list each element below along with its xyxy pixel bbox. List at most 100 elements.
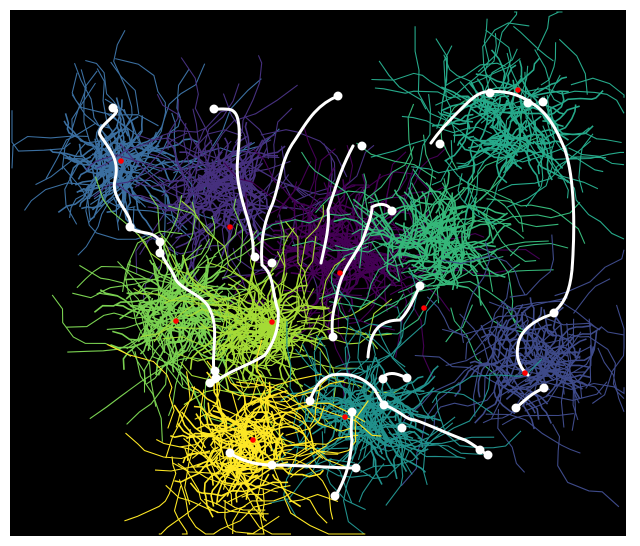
road-segment	[585, 318, 592, 389]
road-segment	[253, 476, 328, 524]
road-segment	[520, 333, 534, 353]
road-segment	[112, 326, 164, 341]
road-segment	[192, 129, 243, 150]
road-segment	[235, 314, 247, 391]
road-segment	[223, 162, 295, 212]
road-segment	[153, 326, 214, 343]
road-segment	[380, 147, 447, 224]
road-segment	[396, 411, 436, 420]
road-segment	[532, 140, 564, 169]
road-segment	[97, 179, 180, 230]
road-segment	[443, 54, 472, 82]
route-path	[98, 105, 217, 380]
road-segment	[551, 338, 587, 376]
road-segment	[474, 380, 501, 424]
road-segment	[207, 306, 261, 312]
road-segment	[304, 144, 354, 234]
road-segment	[498, 134, 532, 178]
road-segment	[171, 183, 189, 189]
road-segment	[124, 456, 177, 522]
road-segment	[189, 163, 245, 191]
road-segment	[279, 393, 324, 460]
waypoint-node	[402, 373, 412, 383]
road-segment	[568, 147, 625, 166]
road-segment	[219, 296, 269, 326]
road-segment	[300, 230, 326, 237]
road-segment	[212, 404, 295, 444]
road-segment	[234, 316, 274, 322]
road-segment	[484, 300, 597, 342]
waypoint-node	[155, 237, 165, 247]
road-segment	[107, 344, 175, 429]
road-segment	[198, 151, 280, 166]
waypoint-node	[351, 463, 361, 473]
road-segment	[213, 502, 272, 535]
road-segment	[255, 337, 290, 348]
road-segment	[204, 83, 240, 183]
road-segment	[363, 189, 401, 280]
road-segment	[178, 286, 200, 351]
road-segment	[245, 191, 311, 274]
road-segment	[283, 400, 369, 457]
waypoint-node	[250, 252, 260, 262]
road-segment	[493, 225, 537, 262]
road-segment	[246, 467, 273, 488]
road-segment	[197, 350, 265, 382]
region-northeast-roads	[370, 11, 625, 240]
road-segment	[472, 358, 481, 417]
road-segment	[140, 305, 177, 362]
road-segment	[382, 229, 394, 253]
road-segment	[488, 297, 568, 311]
road-segment	[429, 218, 506, 251]
center-marker-west-central	[269, 319, 275, 325]
road-segment	[125, 260, 152, 351]
road-segment	[412, 168, 452, 246]
road-segment	[536, 333, 584, 353]
road-segment	[199, 235, 288, 287]
waypoint-node	[209, 104, 219, 114]
road-segment	[273, 233, 326, 243]
road-segment	[206, 446, 219, 486]
road-segment	[506, 52, 536, 137]
road-segment	[197, 186, 237, 205]
waypoint-node	[305, 396, 315, 406]
road-segment	[501, 413, 574, 426]
center-marker-south	[250, 437, 256, 443]
road-segment	[238, 477, 265, 535]
road-segment	[364, 430, 416, 459]
road-segment	[394, 429, 408, 472]
road-segment	[237, 340, 255, 401]
road-segment	[444, 159, 480, 216]
road-segment	[87, 122, 117, 224]
road-segment	[78, 171, 133, 192]
road-segment	[232, 261, 277, 366]
road-segment	[193, 284, 233, 342]
road-segment	[99, 289, 150, 316]
road-segment	[479, 127, 590, 163]
road-segment	[167, 112, 179, 187]
route-path	[429, 90, 576, 377]
road-segment	[360, 422, 454, 473]
road-segment	[370, 138, 426, 158]
road-segment	[330, 245, 369, 321]
road-segment	[200, 434, 225, 460]
road-segment	[356, 410, 385, 446]
road-segment	[236, 380, 345, 398]
road-segment	[321, 280, 336, 341]
road-segment	[232, 491, 293, 535]
road-segment	[252, 213, 351, 242]
road-segment	[469, 58, 521, 85]
road-segment	[188, 295, 279, 336]
road-segment	[299, 204, 324, 311]
road-segment	[444, 62, 506, 87]
region-northwest-roads	[11, 30, 280, 256]
road-segment	[396, 401, 419, 413]
road-segment	[160, 63, 206, 129]
road-segment	[435, 396, 522, 449]
road-segment	[509, 79, 523, 123]
road-segment	[392, 251, 425, 264]
road-segment	[441, 254, 526, 295]
road-segment	[465, 314, 545, 360]
waypoint-nodes	[108, 88, 559, 501]
road-segment	[184, 447, 234, 488]
